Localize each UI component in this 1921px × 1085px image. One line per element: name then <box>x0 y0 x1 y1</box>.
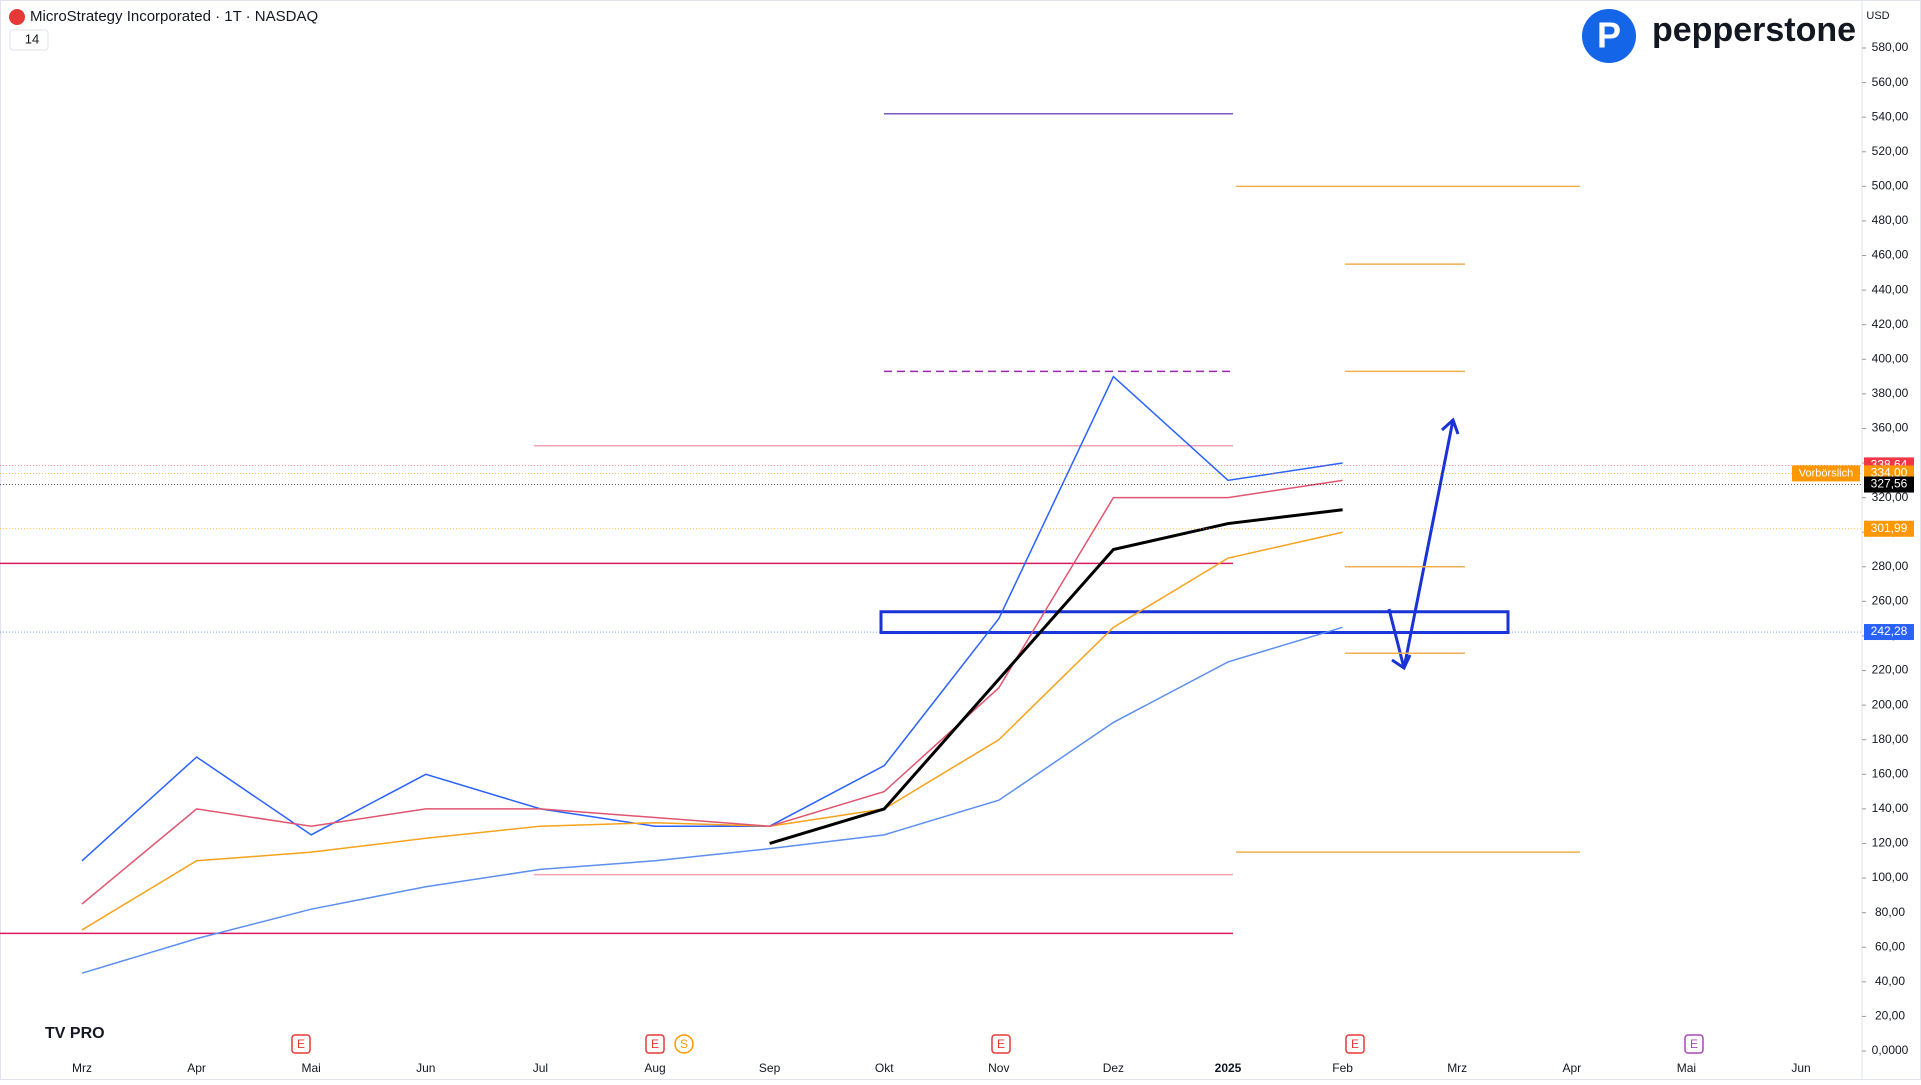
price-line <box>81 375 1343 862</box>
price-label: 334,00 <box>1871 466 1908 480</box>
y-tick-label: 220,00 <box>1872 663 1909 677</box>
x-tick-label: Mrz <box>1447 1061 1467 1075</box>
y-tick-label: 100,00 <box>1872 870 1909 884</box>
arrow-head <box>1391 417 1460 671</box>
price-label-box <box>1864 476 1914 493</box>
price-line <box>81 531 1343 931</box>
event-marker <box>1345 1034 1365 1054</box>
price-line <box>769 508 1343 845</box>
x-tick-label: Aug <box>644 1061 665 1075</box>
event-marker <box>674 1034 694 1054</box>
indicator-toggle[interactable] <box>9 29 49 51</box>
event-marker <box>991 1034 1011 1054</box>
x-tick-label: Mai <box>1677 1061 1696 1075</box>
event-marker <box>1684 1034 1704 1054</box>
x-tick-label: 2025 <box>1215 1061 1242 1075</box>
x-tick-label: Apr <box>187 1061 206 1075</box>
y-tick-label: 280,00 <box>1872 559 1909 573</box>
session-box <box>1792 465 1860 482</box>
x-tick-label: Dez <box>1103 1061 1124 1075</box>
y-tick-label: 320,00 <box>1872 490 1909 504</box>
y-tick-label: 440,00 <box>1872 282 1909 296</box>
y-tick-label: 40,00 <box>1875 974 1905 988</box>
y-tick-label: 0,0000 <box>1872 1043 1909 1057</box>
tv-logo: TV PRO <box>45 1025 105 1042</box>
y-tick-label: 480,00 <box>1872 213 1909 227</box>
event-label: E <box>997 1037 1005 1051</box>
price-label: 242,28 <box>1871 624 1908 638</box>
y-tick-label: 460,00 <box>1872 248 1909 262</box>
x-tick-label: Jun <box>416 1061 435 1075</box>
y-tick-label: 120,00 <box>1872 836 1909 850</box>
symbol-icon <box>9 9 25 25</box>
y-tick-label: 580,00 <box>1872 40 1909 54</box>
y-tick-label: 540,00 <box>1872 109 1909 123</box>
price-label-box <box>1864 520 1914 537</box>
y-tick-label: 60,00 <box>1875 939 1905 953</box>
price-label: 327,56 <box>1871 477 1908 491</box>
brand-logo-letter: P <box>1597 15 1621 56</box>
symbol-title: MicroStrategy Incorporated · 1T · NASDAQ <box>30 8 318 25</box>
x-tick-label: Sep <box>759 1061 781 1075</box>
y-tick-label: 380,00 <box>1872 386 1909 400</box>
event-marker <box>291 1034 311 1054</box>
brand-logo <box>1582 9 1636 63</box>
price-line <box>81 479 1343 905</box>
session-label: Vorbörslich <box>1799 467 1853 479</box>
event-label: E <box>651 1037 659 1051</box>
event-label: E <box>1690 1037 1698 1051</box>
y-tick-label: 260,00 <box>1872 594 1909 608</box>
y-tick-label: 200,00 <box>1872 697 1909 711</box>
y-tick-label: 160,00 <box>1872 766 1909 780</box>
y-tick-label: 360,00 <box>1872 421 1909 435</box>
event-marker <box>645 1034 665 1054</box>
x-tick-label: Feb <box>1332 1061 1353 1075</box>
y-tick-label: 140,00 <box>1872 801 1909 815</box>
price-line <box>81 626 1343 974</box>
indicator-count: 14 <box>25 31 39 46</box>
price-label-box <box>1864 624 1914 641</box>
x-tick-label: Okt <box>875 1061 894 1075</box>
y-tick-label: 520,00 <box>1872 144 1909 158</box>
x-tick-label: Mai <box>302 1061 321 1075</box>
y-tick-label: 420,00 <box>1872 317 1909 331</box>
y-tick-label: 80,00 <box>1875 905 1905 919</box>
y-tick-label: 500,00 <box>1872 179 1909 193</box>
y-tick-label: 560,00 <box>1872 75 1909 89</box>
event-label: S <box>680 1037 688 1051</box>
x-tick-label: Apr <box>1562 1061 1581 1075</box>
x-tick-label: Jun <box>1791 1061 1810 1075</box>
event-label: E <box>1351 1037 1359 1051</box>
y-tick-label: 20,00 <box>1875 1009 1905 1023</box>
price-label: 301,99 <box>1871 521 1908 535</box>
zone-box <box>879 610 1510 635</box>
x-tick-label: Jul <box>533 1061 548 1075</box>
currency[interactable]: USD <box>1866 10 1889 22</box>
event-label: E <box>297 1037 305 1051</box>
y-tick-label: 180,00 <box>1872 732 1909 746</box>
y-tick-label: 400,00 <box>1872 351 1909 365</box>
brand-name: pepperstone <box>1652 11 1856 49</box>
x-tick-label: Nov <box>988 1061 1009 1075</box>
x-tick-label: Mrz <box>72 1061 92 1075</box>
